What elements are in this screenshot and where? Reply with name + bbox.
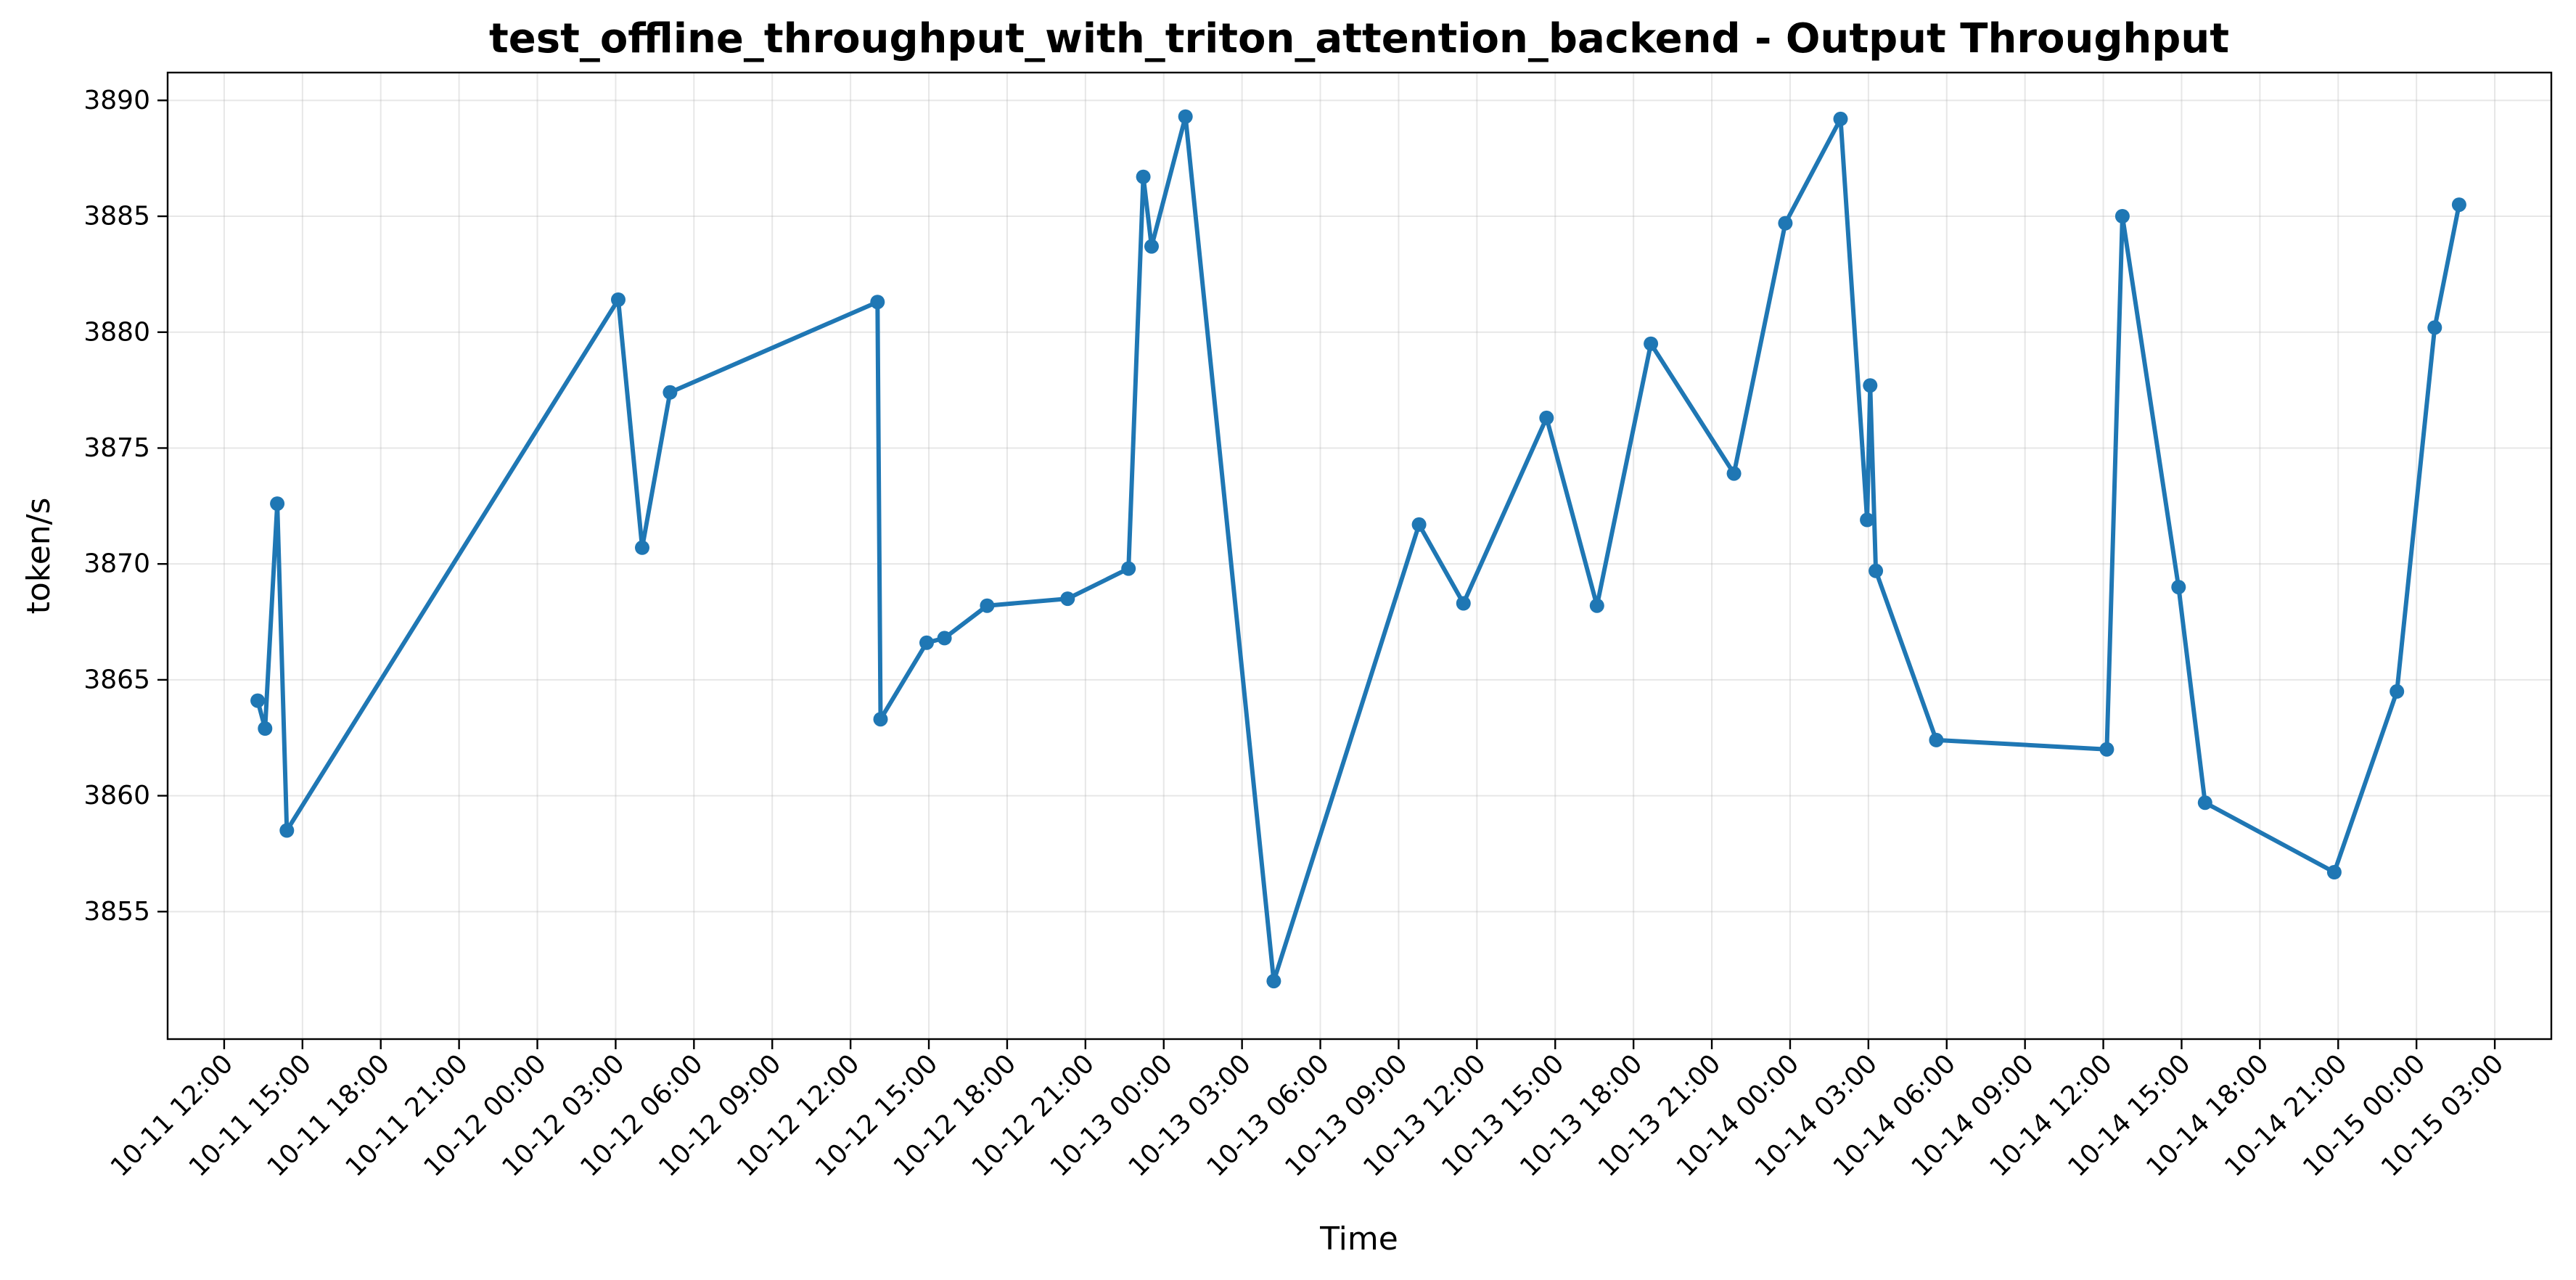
y-tick-label: 3855: [83, 897, 150, 927]
grid-lines: [168, 73, 2551, 1039]
data-point: [1860, 512, 1875, 528]
data-point: [873, 712, 888, 727]
y-tick-label: 3860: [83, 781, 150, 811]
series-line: [255, 114, 2461, 984]
data-point: [1060, 591, 1075, 607]
data-point: [2427, 320, 2442, 335]
data-point: [1178, 109, 1193, 124]
y-tick-label: 3890: [83, 86, 150, 115]
y-tick-label: 3880: [83, 317, 150, 347]
y-axis-label: token/s: [20, 498, 57, 615]
data-point: [1539, 410, 1554, 425]
data-point: [1266, 974, 1281, 989]
data-point: [1136, 169, 1151, 184]
data-point: [1726, 466, 1742, 481]
data-point: [250, 693, 266, 708]
data-point: [1411, 517, 1427, 532]
data-point: [1644, 336, 1659, 351]
data-point: [2114, 209, 2130, 223]
data-point: [2197, 795, 2212, 811]
data-point: [870, 295, 885, 310]
data-point: [919, 635, 934, 650]
data-point: [1863, 378, 1878, 393]
data-point: [270, 496, 285, 512]
chart-title: test_offline_throughput_with_triton_atte…: [489, 15, 2229, 62]
data-point: [1589, 598, 1604, 613]
data-point: [1121, 561, 1136, 576]
y-tick-label: 3865: [83, 665, 150, 694]
data-point: [1833, 111, 1848, 126]
data-point: [980, 598, 995, 613]
x-axis-label: Time: [1319, 1220, 1398, 1258]
data-point: [279, 823, 295, 838]
data-point: [937, 631, 952, 646]
data-point: [1778, 216, 1793, 231]
data-point: [2171, 580, 2186, 595]
plot-area: [166, 71, 2553, 1041]
y-tick-label: 3885: [83, 202, 150, 231]
data-point: [2390, 684, 2405, 699]
y-tick-label: 3870: [83, 549, 150, 579]
data-point: [2099, 742, 2114, 757]
data-point: [663, 385, 678, 400]
y-axis: 3855 3860 3865 3870 3875 3880 3885 3890: [83, 86, 168, 927]
data-point: [1869, 563, 1884, 578]
data-point: [1456, 596, 1471, 611]
data-point: [258, 721, 273, 736]
y-tick-label: 3875: [83, 433, 150, 463]
data-point: [635, 540, 649, 555]
data-point: [1144, 239, 1159, 254]
data-point: [2451, 197, 2466, 213]
data-point: [2326, 865, 2342, 879]
data-point: [1929, 732, 1944, 747]
data-layer: [250, 109, 2466, 989]
data-point: [611, 292, 625, 307]
